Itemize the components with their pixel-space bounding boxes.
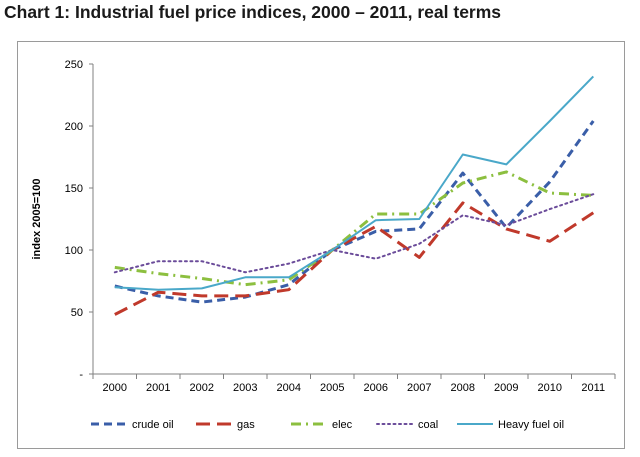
legend-label-gas: gas [237, 419, 255, 431]
series-line-gas [114, 201, 595, 316]
x-tick-label: 2011 [581, 382, 605, 394]
chart-series [113, 75, 595, 316]
x-tick-label: 2006 [364, 382, 388, 394]
legend-label-crude-oil: crude oil [132, 419, 174, 431]
y-tick-label: 200 [65, 121, 83, 133]
series-line-heavy-fuel-oil [114, 75, 595, 291]
x-tick-label: 2007 [407, 382, 431, 394]
x-tick-label: 2005 [320, 382, 344, 394]
x-tick-label: 2008 [451, 382, 475, 394]
chart-title: Chart 1: Industrial fuel price indices, … [4, 2, 502, 22]
x-tick-label: 2004 [277, 382, 301, 394]
y-tick-label: 150 [65, 183, 83, 195]
legend-label-elec: elec [332, 419, 353, 431]
x-tick-label: 2009 [494, 382, 518, 394]
legend-label-heavy-fuel-oil: Heavy fuel oil [498, 419, 564, 431]
x-tick-label: 2003 [233, 382, 257, 394]
series-line-crude-oil [114, 120, 595, 304]
y-tick-label: 250 [65, 59, 83, 71]
chart-frame [17, 41, 625, 449]
y-tick-label: 50 [71, 307, 83, 319]
x-tick-label: 2000 [103, 382, 127, 394]
y-axis-title: index 2005=100 [31, 178, 43, 259]
x-tick-label: 2010 [538, 382, 562, 394]
x-tick-label: 2002 [190, 382, 214, 394]
series-line-coal [113, 193, 595, 274]
y-tick-label: 100 [65, 245, 83, 257]
legend-label-coal: coal [418, 419, 438, 431]
chart-legend: crude oil gas elec coal Heavy fuel oil [91, 419, 564, 431]
x-tick-label: 2001 [146, 382, 170, 394]
y-tick-label: - [79, 369, 83, 381]
chart-axes: - 50 100 150 200 250 2000 2001 2002 2003 2004 2005 2… [31, 59, 616, 394]
series-line-elec [114, 170, 594, 287]
